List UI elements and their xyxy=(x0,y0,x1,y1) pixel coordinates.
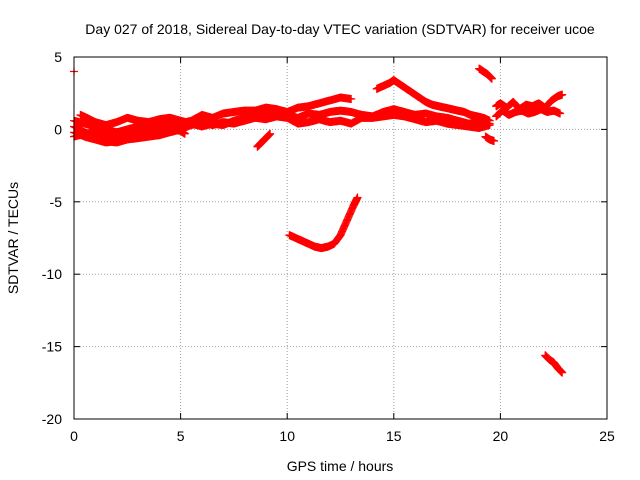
x-tick-labels: 0 5 10 15 20 25 xyxy=(70,428,615,444)
series-track-m xyxy=(285,193,362,253)
y-tick-label: 5 xyxy=(54,49,62,65)
data-point xyxy=(347,94,356,103)
series-track-j xyxy=(475,64,496,83)
x-tick-label: 10 xyxy=(279,428,295,444)
data-point xyxy=(558,90,567,99)
y-tick-label: -20 xyxy=(42,411,62,427)
series-track-d xyxy=(76,110,185,130)
x-axis-label: GPS time / hours xyxy=(287,458,394,474)
x-tick-label: 25 xyxy=(599,428,615,444)
x-tick-label: 0 xyxy=(70,428,78,444)
data-points xyxy=(70,64,567,377)
y-tick-label: -5 xyxy=(50,194,63,210)
chart-title: Day 027 of 2018, Sidereal Day-to-day VTE… xyxy=(85,21,595,37)
y-tick-label: -15 xyxy=(42,339,62,355)
series-track-i xyxy=(492,105,565,121)
data-point xyxy=(176,116,185,125)
data-point xyxy=(556,109,565,118)
series-track-g xyxy=(253,129,275,151)
y-tick-label: -10 xyxy=(42,266,62,282)
data-point xyxy=(180,129,189,138)
series-track-k xyxy=(481,132,499,145)
y-axis-label: SDTVAR / TECUs xyxy=(5,182,21,294)
y-tick-label: 0 xyxy=(54,121,62,137)
data-point xyxy=(490,136,499,145)
x-tick-label: 20 xyxy=(493,428,509,444)
series-track-e xyxy=(372,76,494,125)
data-point xyxy=(487,74,496,83)
data-point xyxy=(266,129,275,138)
x-tick-label: 15 xyxy=(386,428,402,444)
x-tick-label: 5 xyxy=(177,428,185,444)
y-tick-labels: 5 0 -5 -10 -15 -20 xyxy=(42,49,62,427)
data-point xyxy=(353,193,362,202)
data-point xyxy=(558,368,567,377)
series-track-n xyxy=(541,351,567,377)
plot-frame xyxy=(73,56,608,420)
series-track-f xyxy=(70,125,189,147)
data-point xyxy=(485,116,494,125)
